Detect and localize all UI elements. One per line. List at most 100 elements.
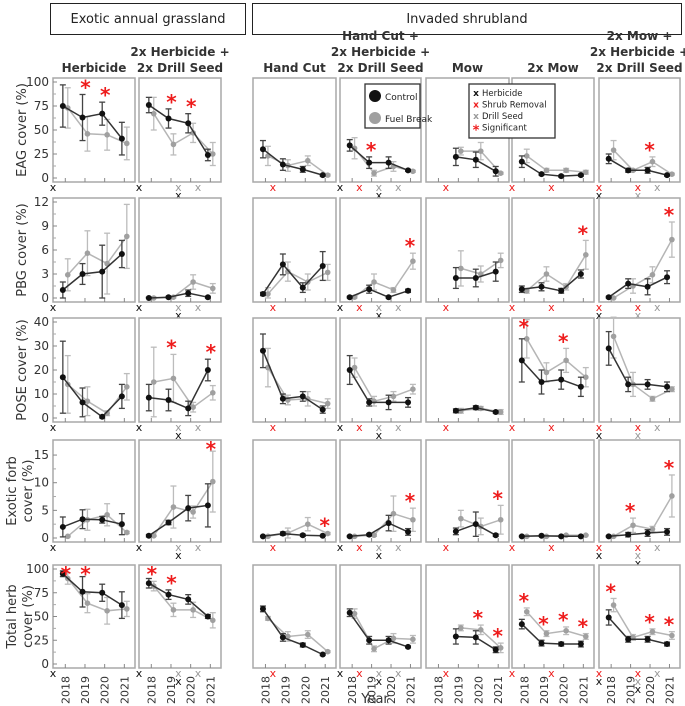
fuel_break-point: [285, 268, 291, 275]
shrub_removal-marker: x: [635, 301, 642, 314]
control-point: [346, 142, 353, 149]
panel-frame: [52, 317, 136, 423]
control-line: [521, 273, 582, 292]
significance-star: *: [166, 335, 177, 359]
x-tick-label: 2021: [204, 676, 217, 704]
control-point: [299, 284, 306, 291]
control-point: [664, 383, 671, 390]
panel-frame: [425, 439, 510, 543]
control-point: [538, 379, 545, 385]
fuel_break-line: [526, 254, 587, 292]
control-line: [521, 535, 581, 538]
control-point: [79, 588, 86, 595]
legend-shrub-removal-label: Shrub Removal: [482, 101, 547, 111]
herbicide-marker: x: [136, 301, 143, 314]
fuel_break-point: [324, 172, 331, 178]
control-point: [558, 287, 565, 294]
drill_seed-marker: x: [376, 421, 383, 434]
herbicide-marker: x: [596, 675, 603, 688]
panel: 0 3 6 9 12 x: [34, 195, 136, 314]
fuel_break-point: [64, 533, 71, 540]
fuel_break-point: [210, 151, 216, 157]
significance-star: *: [166, 90, 177, 114]
fuel_break-point: [104, 132, 110, 138]
panel: *x xxx: [136, 437, 222, 562]
fuel_break-point: [150, 110, 157, 117]
panel: x: [252, 77, 337, 194]
fuel_break-line: [354, 260, 414, 298]
herbicide-marker: x: [596, 429, 603, 442]
control-point: [299, 393, 306, 400]
fuel_break-point: [351, 364, 358, 371]
fuel_break-point: [649, 158, 656, 165]
shrub_removal-marker: x: [270, 301, 277, 314]
significance-star: *: [405, 489, 416, 513]
control-point: [204, 613, 211, 620]
control-point: [644, 636, 651, 643]
panel-frame: [425, 197, 510, 303]
column-title: 2x Herbicide +: [130, 45, 229, 59]
fuel_break-point: [583, 374, 589, 381]
control-point: [319, 651, 326, 658]
herbicide-marker: x: [376, 549, 383, 562]
control-point: [366, 637, 373, 644]
panel: 0 10 20 30 40 x: [34, 315, 136, 434]
fuel_break-point: [190, 279, 196, 285]
fuel_break-point: [649, 628, 656, 635]
significance-star: *: [206, 437, 217, 461]
group-header-grassland-label: Exotic annual grassland: [70, 11, 226, 27]
control-line: [521, 623, 581, 645]
control-point: [644, 283, 651, 290]
control-line: [262, 532, 323, 538]
y-tick-label: 25: [34, 633, 49, 647]
y-axis-label: Total herb: [5, 584, 20, 649]
significance-star: *: [578, 221, 589, 245]
control-line: [608, 531, 668, 538]
x-tick-label: 2019: [165, 676, 178, 704]
fuel_break-point: [104, 608, 110, 614]
x-tick-label: 2018: [259, 676, 272, 704]
y-tick-label: 0: [41, 657, 49, 671]
panel: x: [425, 197, 510, 314]
x-tick-label: 2020: [99, 676, 112, 704]
significance-star: *: [644, 610, 655, 634]
fuel_break-point: [669, 632, 675, 639]
drill_seed-marker: x: [635, 549, 642, 562]
panel-frame: [598, 77, 681, 183]
shrub_removal-marker: x: [548, 301, 555, 314]
control-point: [492, 168, 499, 175]
herbicide-marker: x: [635, 557, 642, 570]
fuel_break-point: [563, 167, 569, 174]
panel: 0 25 50 75 100 * * x: [26, 75, 136, 194]
shrub_removal-marker: x: [443, 301, 450, 314]
fuel_break-point: [523, 336, 530, 342]
control-point: [605, 614, 612, 621]
fuel_break-point: [410, 516, 416, 523]
y-tick-label: 50: [34, 610, 49, 624]
column-title: 2x Drill Seed: [596, 61, 682, 75]
control-point: [492, 268, 499, 275]
control-line: [608, 158, 668, 176]
shrub_removal-marker: x: [270, 541, 277, 554]
control-point: [405, 528, 412, 535]
drill_seed-marker: x: [635, 189, 642, 202]
control-point: [452, 275, 459, 281]
panel-frame: [598, 317, 681, 423]
group-header-grassland: Exotic annual grassland: [50, 3, 246, 35]
control-point: [259, 605, 266, 612]
drill_seed-marker: x: [654, 541, 661, 554]
control-point: [279, 395, 286, 402]
column-title: 2x Herbicide +: [590, 45, 685, 59]
panel-frame: [252, 77, 337, 183]
panel-frame: [52, 77, 136, 183]
control-point: [558, 376, 565, 383]
fuel_break-point: [410, 386, 416, 393]
fuel_break-point: [104, 511, 110, 518]
fuel_break-point: [170, 504, 177, 510]
control-point: [59, 103, 66, 109]
control-line: [521, 359, 582, 388]
control-point: [518, 357, 525, 364]
legend-markers-frame: [468, 83, 556, 139]
